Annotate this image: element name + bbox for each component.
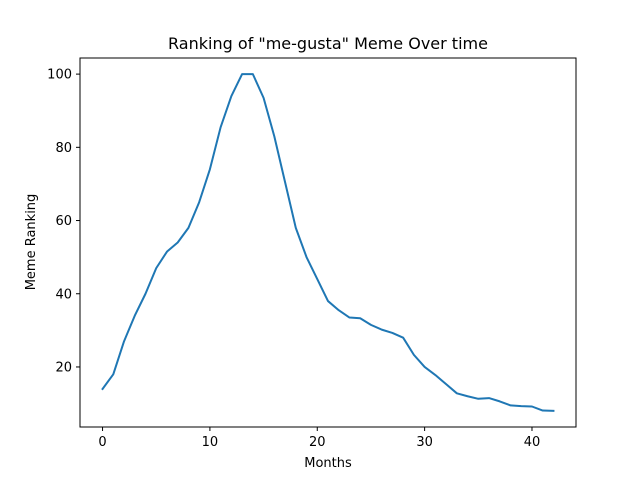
- y-tick-label: 100: [47, 68, 72, 83]
- x-tick-label: 30: [416, 435, 433, 450]
- chart-title: Ranking of "me-gusta" Meme Over time: [168, 34, 488, 53]
- series-line-0: [101, 73, 555, 412]
- x-tick-label: 20: [309, 435, 326, 450]
- axes-frame: [79, 57, 577, 428]
- x-tick-label: 10: [202, 435, 219, 450]
- y-tick-label: 40: [55, 287, 72, 302]
- y-tick-label: 80: [55, 141, 72, 156]
- y-axis-label: Meme Ranking: [24, 194, 39, 291]
- y-tick-label: 20: [55, 360, 72, 375]
- y-tick-label: 60: [55, 214, 72, 229]
- x-tick-label: 40: [524, 435, 541, 450]
- plot-area: 0 10 20 30 40 20 40 60 80 100: [47, 57, 577, 450]
- x-axis-label: Months: [304, 456, 352, 471]
- x-tick-label: 0: [98, 435, 106, 450]
